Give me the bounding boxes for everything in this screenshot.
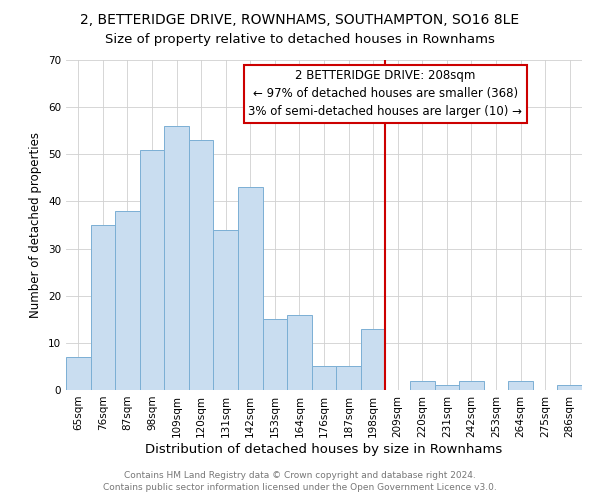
Bar <box>410 380 434 390</box>
Bar <box>434 386 459 390</box>
Bar <box>312 366 336 390</box>
Bar <box>557 386 582 390</box>
Text: 2 BETTERIDGE DRIVE: 208sqm
← 97% of detached houses are smaller (368)
3% of semi: 2 BETTERIDGE DRIVE: 208sqm ← 97% of deta… <box>248 70 523 118</box>
Bar <box>508 380 533 390</box>
Bar <box>115 211 140 390</box>
Bar <box>459 380 484 390</box>
Bar <box>189 140 214 390</box>
Bar <box>336 366 361 390</box>
Bar <box>287 314 312 390</box>
Bar <box>164 126 189 390</box>
Text: 2, BETTERIDGE DRIVE, ROWNHAMS, SOUTHAMPTON, SO16 8LE: 2, BETTERIDGE DRIVE, ROWNHAMS, SOUTHAMPT… <box>80 12 520 26</box>
Bar <box>140 150 164 390</box>
Bar <box>66 357 91 390</box>
Y-axis label: Number of detached properties: Number of detached properties <box>29 132 43 318</box>
Text: Size of property relative to detached houses in Rownhams: Size of property relative to detached ho… <box>105 32 495 46</box>
Bar <box>214 230 238 390</box>
Bar <box>263 320 287 390</box>
X-axis label: Distribution of detached houses by size in Rownhams: Distribution of detached houses by size … <box>145 442 503 456</box>
Bar <box>361 328 385 390</box>
Bar <box>238 188 263 390</box>
Bar <box>91 225 115 390</box>
Text: Contains HM Land Registry data © Crown copyright and database right 2024.
Contai: Contains HM Land Registry data © Crown c… <box>103 471 497 492</box>
